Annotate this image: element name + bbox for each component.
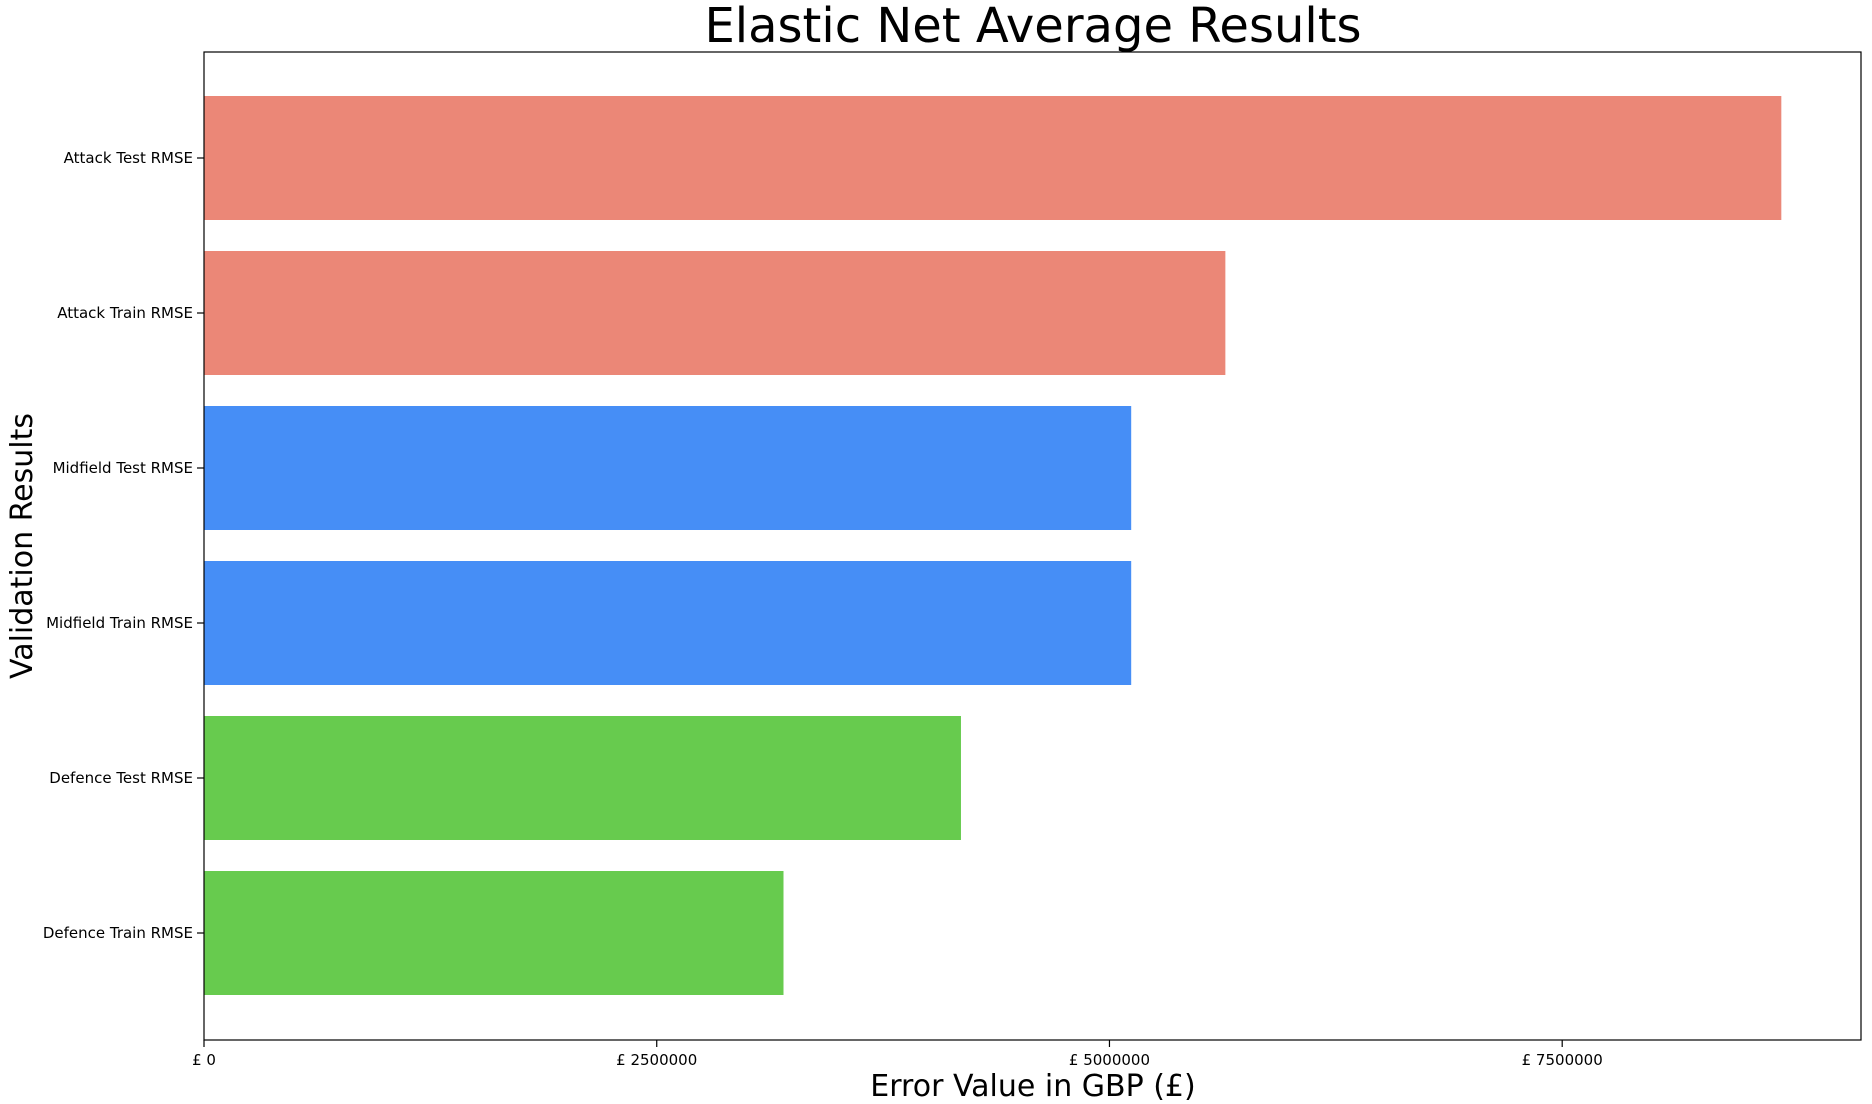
y-tick-label: Attack Train RMSE	[57, 304, 193, 322]
bar-attack-train-rmse	[204, 251, 1226, 375]
y-tick-label: Midfield Train RMSE	[46, 614, 193, 632]
y-tick-label: Defence Test RMSE	[49, 769, 193, 787]
y-tick-label: Defence Train RMSE	[43, 924, 193, 942]
chart-title: Elastic Net Average Results	[704, 0, 1361, 54]
x-tick-label: £ 5000000	[1069, 1051, 1150, 1069]
x-ticks-group: £ 0 £ 2500000 £ 5000000 £ 7500000	[192, 1040, 1603, 1069]
y-axis-label: Validation Results	[5, 413, 40, 679]
x-axis-label: Error Value in GBP (£)	[870, 1069, 1195, 1104]
bar-attack-test-rmse	[204, 96, 1782, 220]
x-tick-label: £ 2500000	[616, 1051, 697, 1069]
x-tick-label: £ 0	[192, 1051, 216, 1069]
plot-frame	[203, 51, 1862, 1041]
y-ticks-group: Attack Test RMSE Attack Train RMSE Midfiel…	[43, 149, 204, 942]
x-tick-label: £ 7500000	[1522, 1051, 1603, 1069]
bar-defence-test-rmse	[204, 716, 961, 840]
bar-midfield-test-rmse	[204, 406, 1132, 530]
bar-midfield-train-rmse	[204, 561, 1132, 685]
y-tick-label: Attack Test RMSE	[64, 149, 193, 167]
bar-defence-train-rmse	[204, 871, 784, 995]
y-tick-label: Midfield Test RMSE	[53, 459, 193, 477]
bars-group	[204, 96, 1782, 995]
